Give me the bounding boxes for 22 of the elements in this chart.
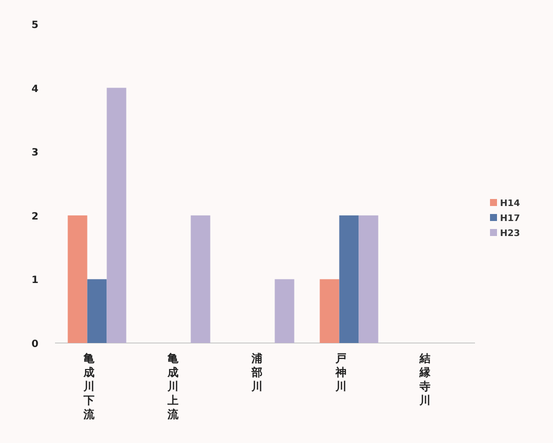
y-tick-label: 4 <box>32 84 39 95</box>
legend-label: H17 <box>500 214 520 224</box>
y-tick-label: 0 <box>32 339 39 350</box>
y-tick-label: 5 <box>32 20 39 31</box>
bar <box>106 88 126 343</box>
bar <box>274 279 294 343</box>
x-tick-label: 浦部川 <box>250 352 262 393</box>
x-tick-label: 戸神川 <box>334 352 346 393</box>
y-tick-label: 2 <box>32 211 39 222</box>
bar <box>190 215 210 343</box>
x-tick-label: 亀成川下流 <box>82 352 96 421</box>
legend-label: H14 <box>500 199 520 209</box>
x-tick-label: 亀成川上流 <box>166 352 180 421</box>
bar <box>87 279 107 343</box>
y-tick-label: 3 <box>32 148 39 159</box>
x-tick-label: 結縁寺川 <box>418 352 432 407</box>
bar <box>68 215 88 343</box>
bar <box>358 215 378 343</box>
bar <box>339 215 359 343</box>
legend-label: H23 <box>500 229 520 239</box>
y-tick-label: 1 <box>32 275 39 286</box>
bar <box>320 279 340 343</box>
